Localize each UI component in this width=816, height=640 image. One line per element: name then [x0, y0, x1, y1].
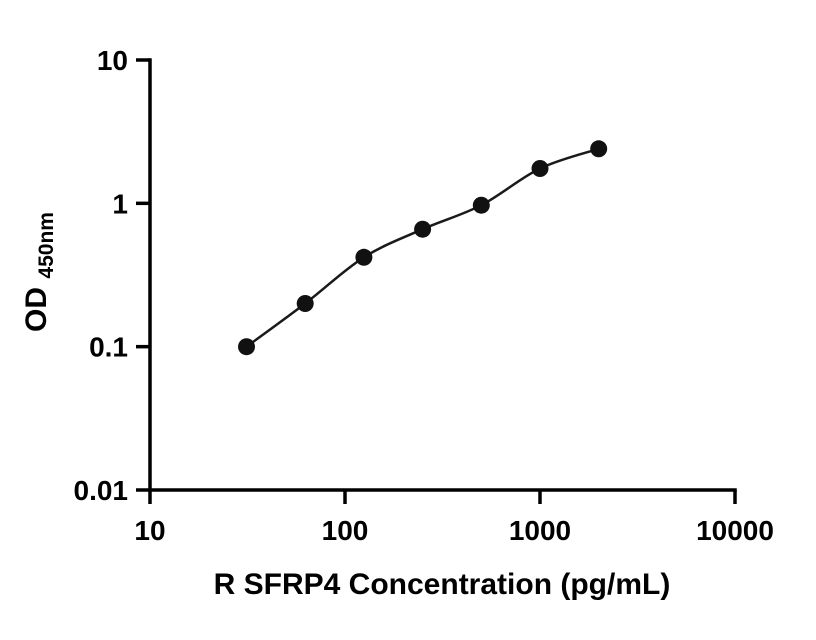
x-axis-tick-labels: 10 100 1000 10000: [134, 515, 774, 546]
x-tick-label: 10000: [696, 515, 774, 546]
x-axis-title: R SFRP4 Concentration (pg/mL): [214, 568, 671, 601]
y-axis-title: OD 450nm: [20, 212, 58, 332]
data-point: [296, 295, 314, 312]
curve-line: [245, 147, 600, 348]
data-point: [355, 248, 373, 266]
x-axis-ticks: [148, 490, 737, 504]
x-tick-label: 10: [134, 515, 165, 546]
x-tick-label: 1000: [509, 515, 571, 546]
y-axis: 0.01 0.1 1 10: [74, 45, 150, 506]
data-point: [472, 196, 490, 214]
y-tick-label: 0.01: [74, 475, 129, 506]
data-point: [414, 220, 432, 238]
data-point: [590, 140, 608, 158]
y-axis-ticks: [136, 58, 150, 492]
data-points: [238, 140, 608, 356]
x-tick-label: 100: [322, 515, 369, 546]
axis-lines: [148, 58, 737, 492]
y-axis-title-sub: 450nm: [35, 212, 58, 279]
y-axis-title-main: OD: [20, 287, 53, 332]
x-axis: 10 100 1000 10000: [134, 490, 774, 546]
data-point: [238, 338, 255, 356]
data-point: [531, 160, 549, 177]
y-tick-label: 10: [97, 45, 128, 76]
y-axis-tick-labels: 0.01 0.1 1 10: [74, 45, 129, 506]
y-tick-label: 1: [112, 188, 128, 219]
y-tick-label: 0.1: [89, 332, 128, 363]
